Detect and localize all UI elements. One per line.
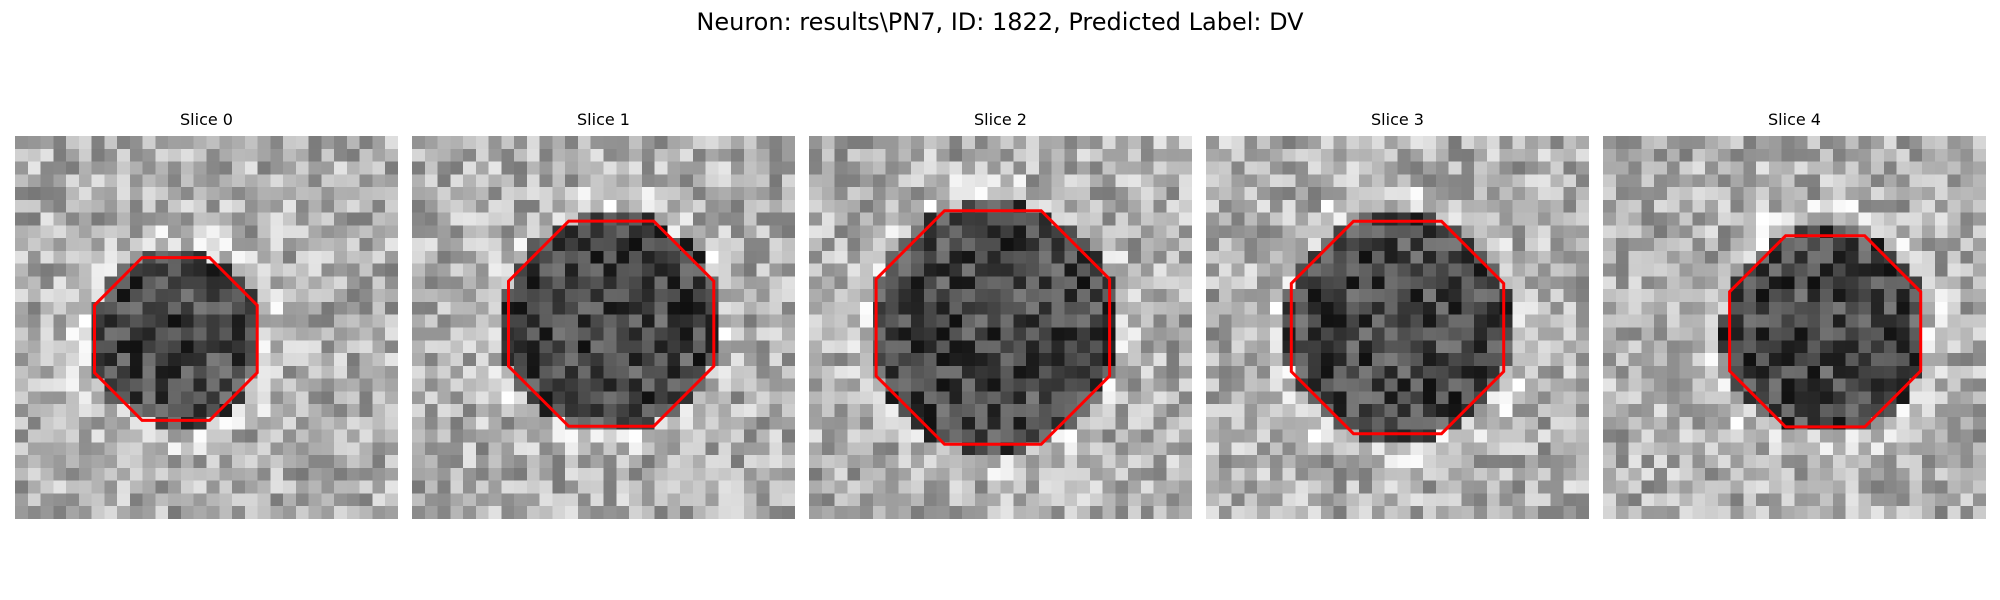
slice-panel-4: Slice 4: [1603, 108, 1986, 519]
roi-outline: [93, 256, 259, 422]
figure-title: Neuron: results\PN7, ID: 1822, Predicted…: [696, 8, 1304, 36]
grayscale-texture: [15, 136, 398, 519]
grayscale-texture: [1603, 136, 1986, 519]
roi-outline: [1728, 234, 1923, 429]
roi-polygon: [874, 209, 1112, 446]
grayscale-texture: [1206, 136, 1589, 519]
slice-panel-3: Slice 3: [1206, 108, 1589, 519]
roi-outline: [507, 219, 716, 428]
slice-title: Slice 3: [1371, 110, 1424, 129]
slice-panel-1: Slice 1: [412, 108, 795, 519]
roi-polygon: [507, 219, 716, 428]
slice-title: Slice 2: [974, 110, 1027, 129]
roi-outline: [1289, 219, 1506, 436]
grayscale-texture: [412, 136, 795, 519]
slice-title: Slice 4: [1768, 110, 1821, 129]
roi-polygon: [1289, 219, 1506, 436]
slice-image: [412, 136, 795, 519]
slice-panel-2: Slice 2: [809, 108, 1192, 519]
roi-polygon: [1728, 234, 1923, 429]
slice-panel-0: Slice 0: [15, 108, 398, 519]
slice-image: [1603, 136, 1986, 519]
roi-polygon: [93, 256, 259, 422]
slice-title: Slice 0: [180, 110, 233, 129]
slice-image: [15, 136, 398, 519]
roi-outline: [874, 209, 1112, 446]
slice-image: [1206, 136, 1589, 519]
slice-title: Slice 1: [577, 110, 630, 129]
slice-image: [809, 136, 1192, 519]
